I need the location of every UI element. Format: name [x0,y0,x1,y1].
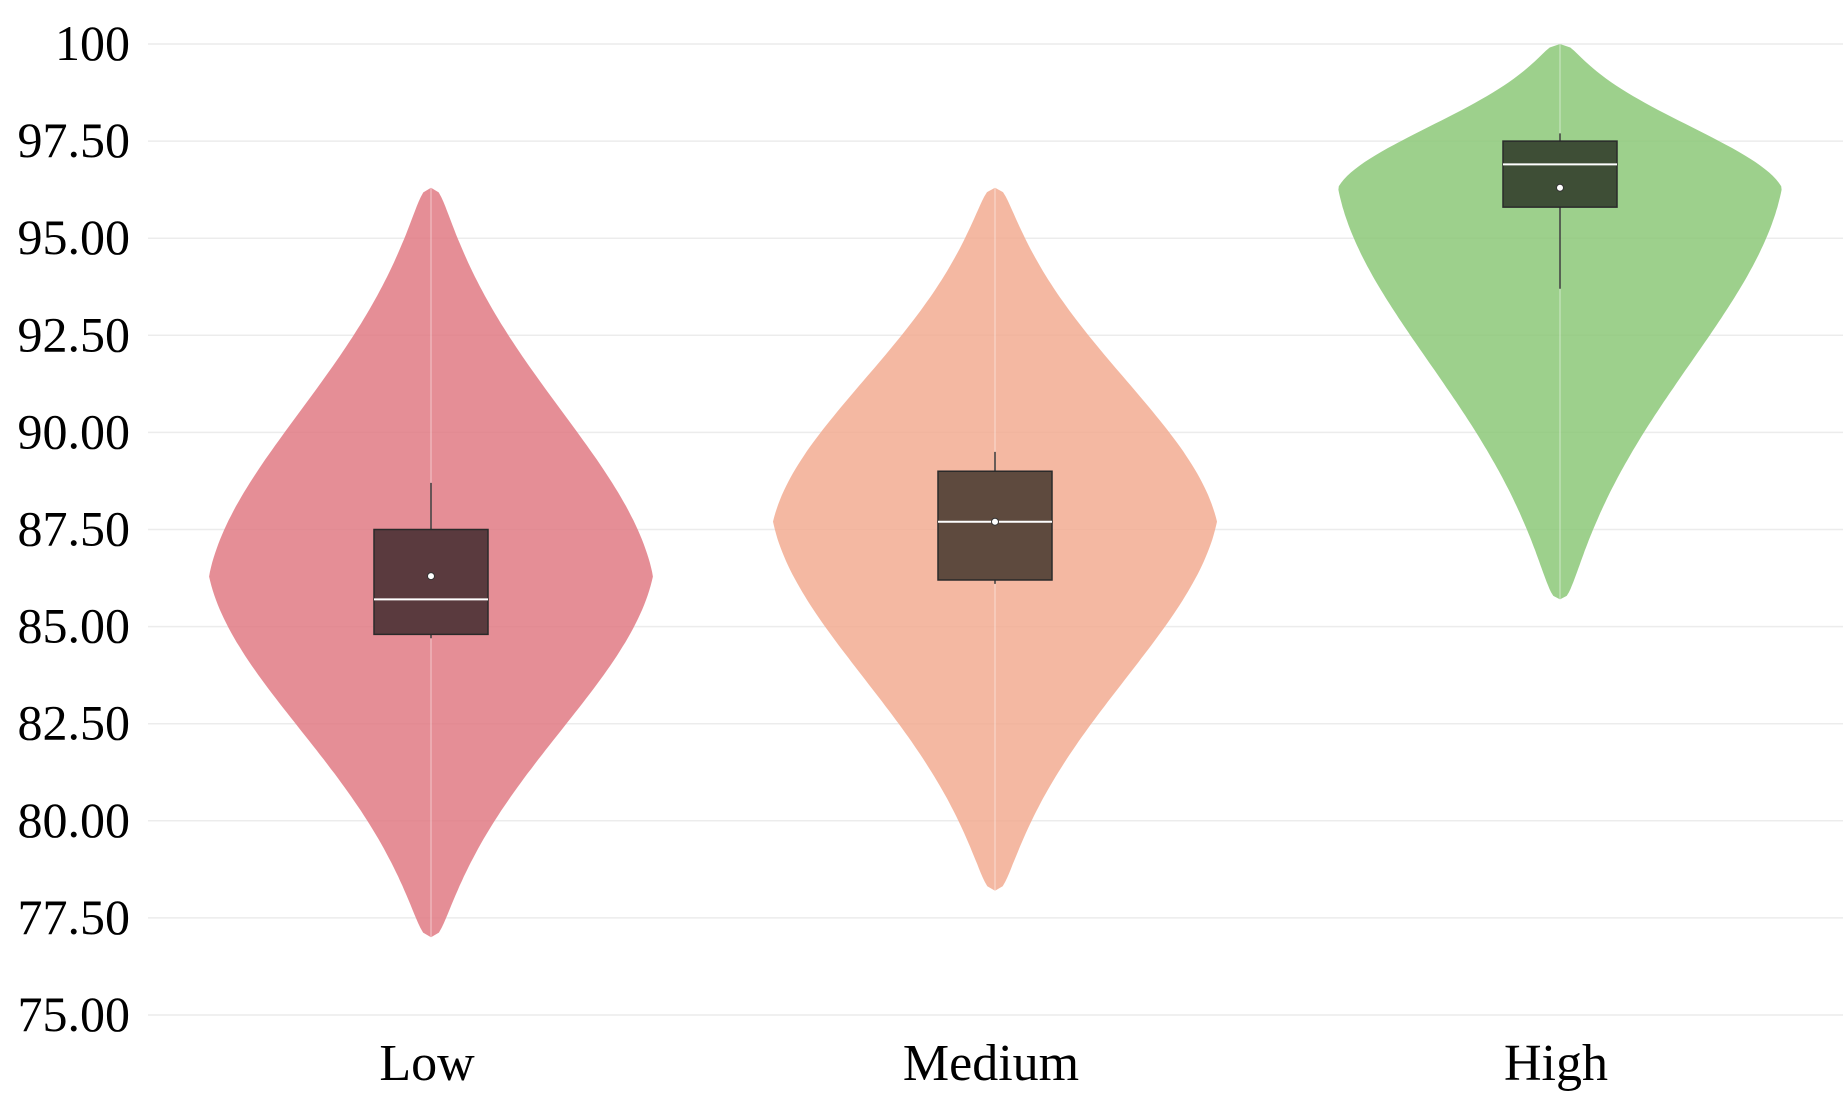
x-tick-label: High [1504,1035,1608,1092]
x-tick-label: Medium [903,1035,1079,1092]
iqr-box [373,528,489,636]
y-tick-label: 97.50 [18,112,131,168]
y-tick-label: 90.00 [18,403,131,459]
y-tick-label: 87.50 [18,501,131,557]
y-tick-label: 92.50 [18,306,131,362]
y-tick-label: 77.50 [18,889,131,945]
y-tick-label: 82.50 [18,695,131,751]
y-tick-label: 95.00 [18,209,131,265]
y-tick-label: 85.00 [18,598,131,654]
x-tick-label: Low [379,1035,475,1092]
x-axis: Low Medium High [379,1035,1608,1092]
violins [209,44,1782,938]
y-tick-label: 80.00 [18,792,131,848]
iqr-box [1502,140,1618,208]
mean-marker [1556,183,1564,192]
violin-group-high [1338,44,1782,600]
y-tick-label: 75.00 [18,986,131,1042]
mean-marker [991,517,999,526]
y-tick-label: 100 [55,15,130,71]
violin-group-medium [773,187,1217,891]
violin-group-low [209,187,653,938]
y-axis: 75.00 77.50 80.00 82.50 85.00 87.50 90.00 92.50… [18,15,131,1042]
mean-marker [427,572,435,581]
violin-body [1338,44,1782,600]
